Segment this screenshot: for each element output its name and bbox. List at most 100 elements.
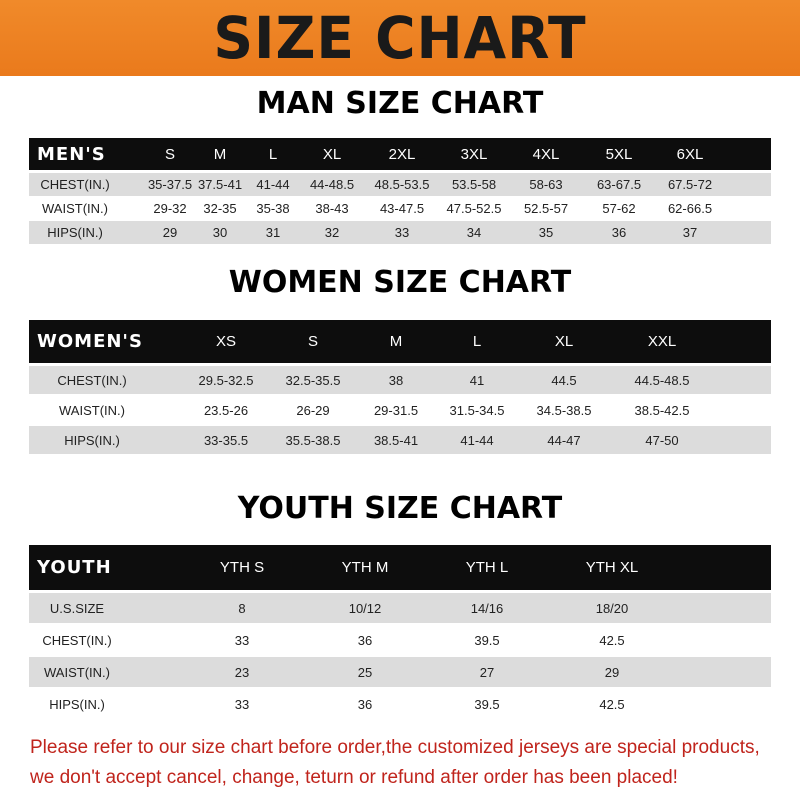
size-header: L [472, 333, 482, 350]
table-row: HIPS(IN.) 29 30 31 32 33 34 35 36 37 [29, 221, 771, 244]
banner-title: SIZE CHART [213, 4, 587, 72]
table-cell: 32-35 [203, 201, 237, 216]
size-header: 5XL [605, 145, 633, 163]
table-row: U.S.SIZE 8 10/12 14/16 18/20 [29, 593, 771, 623]
table-cell: 63-67.5 [596, 177, 642, 192]
table-title-cell: MEN'S [37, 143, 106, 165]
table-row: CHEST(IN.) 29.5-32.5 32.5-35.5 38 41 44.5 44.5… [29, 366, 771, 394]
table-cell: 8 [238, 600, 246, 616]
size-header: S [307, 333, 319, 350]
table-cell: 44-47 [547, 432, 581, 448]
row-label: HIPS(IN.) [47, 225, 103, 240]
disclaimer-line-1: Please refer to our size chart before or… [30, 737, 760, 758]
row-label: HIPS(IN.) [49, 696, 105, 712]
row-label: HIPS(IN.) [64, 432, 120, 448]
table-cell: 32 [324, 225, 340, 240]
table-row: WAIST(IN.) 23.5-26 26-29 29-31.5 31.5-34.5 34… [29, 396, 771, 424]
table-cell: 36 [357, 696, 373, 712]
table-cell: 36 [357, 632, 373, 648]
table-cell: 29 [162, 225, 178, 240]
table-cell: 57-62 [602, 201, 636, 216]
table-cell: 39.5 [474, 632, 500, 648]
table-cell: 47-50 [645, 432, 679, 448]
table-cell: 37.5-41 [197, 177, 243, 192]
table-cell: 23.5-26 [203, 402, 249, 418]
table-cell: 26-29 [296, 402, 330, 418]
size-header: S [164, 145, 176, 163]
size-header: M [389, 333, 403, 350]
table-cell: 48.5-53.5 [374, 177, 430, 192]
row-label: WAIST(IN.) [42, 201, 108, 216]
table-cell: 38-43 [315, 201, 349, 216]
table-cell: 38.5-42.5 [634, 402, 690, 418]
size-header: M [213, 145, 227, 163]
table-title-cell: WOMEN'S [37, 331, 143, 352]
table-row: HIPS(IN.) 33 36 39.5 42.5 [29, 689, 771, 719]
table-cell: 42.5 [599, 632, 625, 648]
size-header: XL [554, 333, 574, 350]
table-cell: 38.5-41 [373, 432, 419, 448]
table-cell: 35.5-38.5 [285, 432, 341, 448]
row-label: CHEST(IN.) [42, 632, 112, 648]
table-row: CHEST(IN.) 35-37.5 37.5-41 41-44 44-48.5 48.5… [29, 173, 771, 196]
size-header: L [268, 145, 278, 163]
table-cell: 39.5 [474, 696, 500, 712]
disclaimer-note: Please refer to our size chart before or… [30, 733, 790, 793]
table-row: WAIST(IN.) 23 25 27 29 [29, 657, 771, 687]
table-cell: 33 [234, 632, 250, 648]
size-header: 2XL [388, 145, 416, 163]
table-cell: 44.5-48.5 [634, 372, 690, 388]
table-cell: 14/16 [470, 600, 504, 616]
table-title-cell: YOUTH [37, 557, 112, 578]
table-cell: 47.5-52.5 [446, 201, 502, 216]
table-cell: 43-47.5 [379, 201, 425, 216]
table-cell: 42.5 [599, 696, 625, 712]
table-cell: 23 [234, 664, 250, 680]
size-header: XXL [647, 333, 677, 350]
table-cell: 35-38 [256, 201, 290, 216]
table-cell: 18/20 [595, 600, 629, 616]
size-header: YTH XL [585, 559, 639, 576]
table-cell: 37 [682, 225, 698, 240]
size-header: 3XL [460, 145, 488, 163]
men-section-title: MAN SIZE CHART [256, 86, 544, 121]
table-cell: 31 [265, 225, 281, 240]
youth-header-row: YOUTH YTH S YTH M YTH L YTH XL [29, 545, 771, 590]
table-cell: 10/12 [348, 600, 382, 616]
women-section-title: WOMEN SIZE CHART [228, 265, 572, 300]
table-cell: 34.5-38.5 [536, 402, 592, 418]
size-header: XS [215, 333, 237, 350]
table-cell: 25 [357, 664, 373, 680]
disclaimer-line-2: we don't accept cancel, change, teturn o… [30, 767, 678, 788]
size-header: YTH S [219, 559, 265, 576]
table-cell: 36 [611, 225, 627, 240]
table-cell: 34 [466, 225, 482, 240]
table-cell: 33 [234, 696, 250, 712]
table-cell: 53.5-58 [451, 177, 497, 192]
table-row: CHEST(IN.) 33 36 39.5 42.5 [29, 625, 771, 655]
size-header: XL [322, 145, 342, 163]
table-cell: 41 [469, 372, 485, 388]
table-cell: 67.5-72 [667, 177, 713, 192]
table-cell: 38 [388, 372, 404, 388]
size-header: 4XL [532, 145, 560, 163]
youth-section-title: YOUTH SIZE CHART [237, 491, 563, 526]
size-header: 6XL [676, 145, 704, 163]
table-cell: 44-48.5 [309, 177, 355, 192]
table-cell: 44.5 [551, 372, 577, 388]
table-cell: 29-32 [153, 201, 187, 216]
table-cell: 41-44 [460, 432, 494, 448]
row-label: CHEST(IN.) [57, 372, 127, 388]
table-cell: 31.5-34.5 [449, 402, 505, 418]
table-cell: 32.5-35.5 [285, 372, 341, 388]
table-row: WAIST(IN.) 29-32 32-35 35-38 38-43 43-47.5 47.… [29, 197, 771, 220]
table-cell: 35-37.5 [147, 177, 193, 192]
table-cell: 52.5-57 [523, 201, 569, 216]
table-cell: 41-44 [256, 177, 290, 192]
table-cell: 35 [538, 225, 554, 240]
table-cell: 29 [604, 664, 620, 680]
table-cell: 33-35.5 [203, 432, 249, 448]
table-cell: 58-63 [529, 177, 563, 192]
size-header: YTH L [465, 559, 509, 576]
table-cell: 29-31.5 [373, 402, 419, 418]
